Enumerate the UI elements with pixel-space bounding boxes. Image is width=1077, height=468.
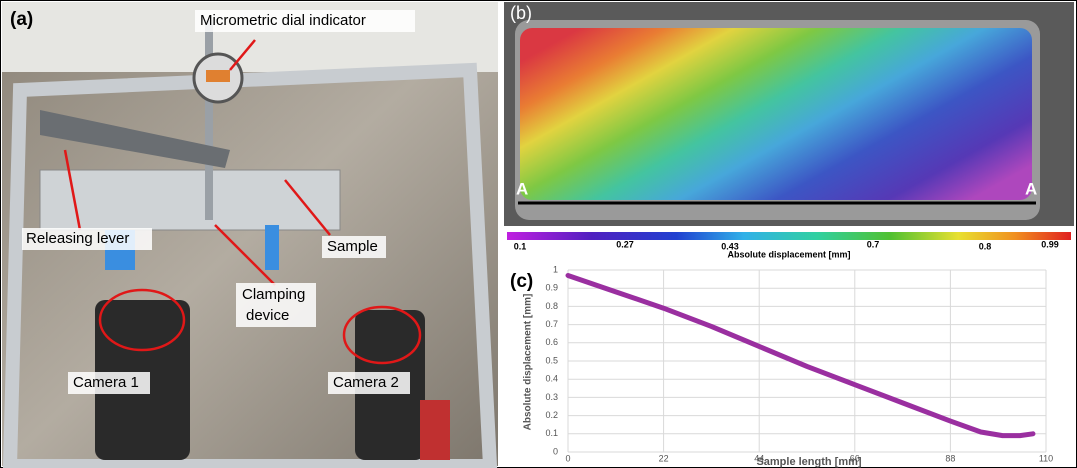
x-tick-label: 0 <box>565 453 570 463</box>
section-label: A <box>1025 179 1037 198</box>
y-tick-label: 1 <box>553 264 558 274</box>
x-tick-label: 110 <box>1039 453 1053 463</box>
y-tick-label: 0.5 <box>545 355 558 365</box>
displacement-field <box>520 28 1032 200</box>
panel-label: (b) <box>510 3 532 23</box>
y-tick-label: 0.1 <box>545 428 558 438</box>
label-box <box>236 283 316 327</box>
y-tick-label: 0.9 <box>545 283 558 293</box>
label-box <box>328 372 410 394</box>
label: Releasing lever <box>26 230 129 247</box>
colorbar-label: 0.99 <box>1041 239 1059 249</box>
colorbar-label: 0.43 <box>721 241 739 251</box>
y-tick-label: 0.8 <box>545 301 558 311</box>
label-box <box>22 228 152 250</box>
y-tick-label: 0.2 <box>545 410 558 420</box>
label-box <box>68 372 150 394</box>
y-tick-label: 0.4 <box>545 374 558 384</box>
section-label: A <box>516 179 528 198</box>
colorbar-label: 0.7 <box>867 239 880 249</box>
y-axis-title: Absolute displacement [mm] <box>523 294 534 431</box>
x-tick-label: 88 <box>945 453 955 463</box>
label: Camera 2 <box>333 374 399 391</box>
x-tick-label: 44 <box>754 453 764 463</box>
data-line <box>565 272 1036 439</box>
label-box <box>195 10 415 32</box>
x-tick-label: 22 <box>659 453 669 463</box>
label: Camera 1 <box>73 374 139 391</box>
y-tick-label: 0.3 <box>545 392 558 402</box>
x-axis-title: Sample length [mm] <box>756 456 861 468</box>
y-tick-label: 0.6 <box>545 337 558 347</box>
panel-label: (a) <box>10 9 33 30</box>
y-tick-label: 0 <box>553 446 558 456</box>
label: Clamping <box>242 286 305 303</box>
label-box <box>322 236 386 258</box>
y-tick-label: 0.7 <box>545 319 558 329</box>
colorbar-label: 0.27 <box>616 239 634 249</box>
colorbar-title: Absolute displacement [mm] <box>727 249 850 259</box>
label: Sample <box>327 238 378 255</box>
x-tick-label: 66 <box>850 453 860 463</box>
panel-label: (c) <box>510 271 533 292</box>
colorbar-label: 0.1 <box>514 241 527 251</box>
annotations <box>63 39 422 365</box>
colorbar-label: 0.8 <box>979 241 992 251</box>
colorbar <box>507 232 1071 240</box>
label: device <box>246 307 289 324</box>
label: Micrometric dial indicator <box>200 12 366 29</box>
